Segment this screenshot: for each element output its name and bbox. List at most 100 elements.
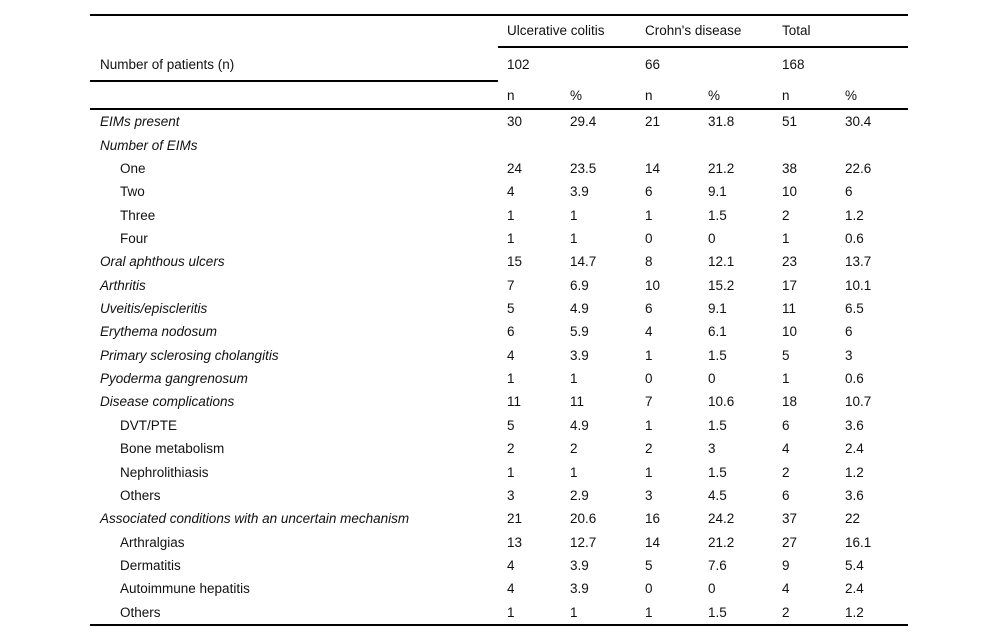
- patient-count-row: Number of patients (n) 102 66 168: [90, 48, 908, 80]
- row-value: 3.6: [845, 487, 864, 503]
- row-value: 13: [507, 534, 523, 550]
- table-row: One 24 23.5 14 21.2 38 22.6: [90, 157, 908, 180]
- table-row: Dermatitis 4 3.9 5 7.6 9 5.4: [90, 554, 908, 577]
- row-value: 2.4: [845, 441, 864, 457]
- col-group-crohns-disease: Crohn's disease: [645, 23, 742, 39]
- row-value: 31.8: [708, 114, 735, 130]
- row-label: Nephrolithiasis: [120, 464, 209, 480]
- subheader-cd-pct: %: [708, 87, 721, 103]
- table-row: Number of EIMs: [90, 133, 908, 156]
- row-value: 10.6: [708, 394, 735, 410]
- group-header-rule: [498, 46, 908, 48]
- row-label: DVT/PTE: [120, 417, 178, 433]
- row-value: 10.1: [845, 277, 872, 293]
- row-value: 1.5: [708, 347, 727, 363]
- table-row: EIMs present 30 29.4 21 31.8 51 30.4: [90, 110, 908, 133]
- row-label: Autoimmune hepatitis: [120, 581, 250, 597]
- table-row: Others 3 2.9 3 4.5 6 3.6: [90, 484, 908, 507]
- row-value: 2: [507, 441, 515, 457]
- row-value: 0: [708, 230, 716, 246]
- row-value: 21: [507, 511, 523, 527]
- row-value: 3: [645, 487, 653, 503]
- eim-prevalence-table: Ulcerative colitis Crohn's disease Total…: [90, 14, 908, 626]
- row-value: 1: [645, 347, 653, 363]
- row-value: 5: [645, 558, 653, 573]
- row-value: 15: [507, 254, 523, 270]
- row-value: 23: [782, 254, 798, 270]
- row-value: 6: [782, 417, 790, 433]
- table-row: Others 1 1 1 1.5 2 1.2: [90, 601, 908, 624]
- row-label: Arthralgias: [120, 534, 185, 550]
- row-value: 4: [507, 184, 515, 200]
- row-value: 3.6: [845, 417, 864, 433]
- row-value: 1.5: [708, 207, 727, 223]
- row-value: 2.9: [570, 487, 589, 503]
- table-row: Autoimmune hepatitis 4 3.9 0 0 4 2.4: [90, 577, 908, 600]
- row-value: 3.9: [570, 581, 589, 597]
- row-value: 5.9: [570, 324, 589, 340]
- row-value: 6.9: [570, 277, 589, 293]
- row-value: 0: [645, 371, 653, 387]
- row-value: 29.4: [570, 114, 597, 130]
- uc-patient-count: 102: [507, 56, 530, 72]
- total-patient-count: 168: [782, 56, 805, 72]
- row-value: 38: [782, 160, 798, 176]
- row-value: 1: [507, 371, 515, 387]
- row-value: 17: [782, 277, 798, 293]
- row-label: Disease complications: [100, 394, 235, 410]
- row-value: 3.9: [570, 347, 589, 363]
- row-label: Associated conditions with an uncertain …: [100, 511, 410, 527]
- row-value: 16: [645, 511, 661, 527]
- table-row: Pyoderma gangrenosum 1 1 0 0 1 0.6: [90, 367, 908, 390]
- row-value: 7: [507, 277, 515, 293]
- row-value: 0: [645, 581, 653, 597]
- row-label: Arthritis: [100, 277, 146, 293]
- row-value: 5: [507, 417, 515, 433]
- row-value: 8: [645, 254, 653, 270]
- row-value: 3: [845, 347, 853, 363]
- table-row: Associated conditions with an uncertain …: [90, 507, 908, 530]
- row-value: 6: [845, 324, 853, 340]
- row-value: 2.4: [845, 581, 864, 597]
- table-row: Nephrolithiasis 1 1 1 1.5 2 1.2: [90, 460, 908, 483]
- table-body: EIMs present 30 29.4 21 31.8 51 30.4 Number of …: [90, 110, 908, 624]
- row-value: 10: [782, 184, 798, 200]
- row-value: 6.5: [845, 301, 864, 317]
- row-value: 2: [782, 604, 790, 620]
- row-value: 1.2: [845, 207, 864, 223]
- table-bottom-rule: [90, 624, 908, 626]
- row-value: 7: [645, 394, 653, 410]
- table-row: Oral aphthous ulcers 15 14.7 8 12.1 23 13.7: [90, 250, 908, 273]
- row-value: 37: [782, 511, 798, 527]
- row-value: 6.1: [708, 324, 727, 340]
- row-value: 30: [507, 114, 523, 130]
- table-row: Primary sclerosing cholangitis 4 3.9 1 1.5 5 3: [90, 344, 908, 367]
- row-value: 1.5: [708, 604, 727, 620]
- row-value: 1.2: [845, 604, 864, 620]
- row-value: 12.7: [570, 534, 597, 550]
- row-value: 22: [845, 511, 861, 527]
- row-value: 20.6: [570, 511, 597, 527]
- table-row: Uveitis/episcleritis 5 4.9 6 9.1 11 6.5: [90, 297, 908, 320]
- row-value: 0.6: [845, 371, 864, 387]
- row-value: 0: [645, 230, 653, 246]
- row-value: 15.2: [708, 277, 735, 293]
- row-label: Three: [120, 207, 156, 223]
- row-value: 1: [507, 207, 515, 223]
- row-value: 1: [570, 207, 578, 223]
- row-value: 5: [782, 347, 790, 363]
- row-label: Uveitis/episcleritis: [100, 301, 208, 317]
- row-label: EIMs present: [100, 114, 180, 130]
- row-value: 4: [507, 581, 515, 597]
- row-value: 51: [782, 114, 798, 130]
- row-value: 7.6: [708, 558, 727, 573]
- cd-patient-count: 66: [645, 56, 661, 72]
- row-value: 10.7: [845, 394, 872, 410]
- row-value: 1: [782, 230, 790, 246]
- row-value: 1: [507, 230, 515, 246]
- row-value: 0: [708, 371, 716, 387]
- group-header-row: Ulcerative colitis Crohn's disease Total: [90, 16, 908, 47]
- row-value: 0: [708, 581, 716, 597]
- subheader-uc-pct: %: [570, 87, 583, 103]
- row-value: 6: [645, 301, 653, 317]
